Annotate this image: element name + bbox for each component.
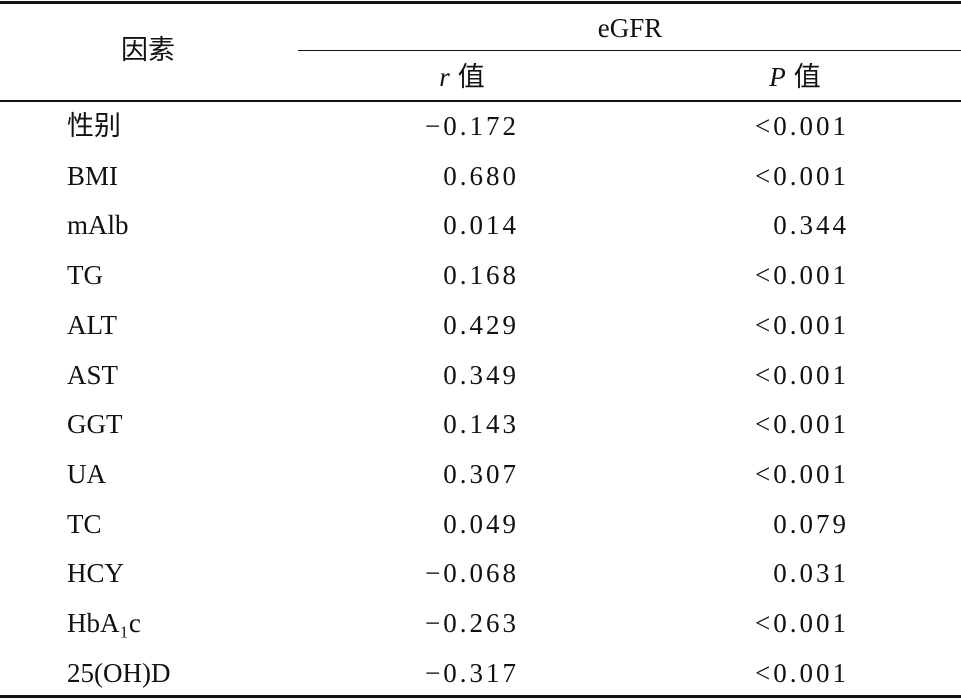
group-header: eGFR [597, 13, 663, 43]
p-value-cell: 0.031 [773, 558, 849, 589]
p-value-cell: <0.001 [755, 160, 849, 191]
r-value-cell: 0.429 [443, 309, 519, 340]
header-rule [0, 100, 961, 102]
group-rule [298, 50, 961, 51]
r-value-cell: 0.014 [443, 210, 519, 241]
factor-cell: TC [67, 508, 102, 539]
r-value-cell: 0.680 [443, 160, 519, 191]
factor-cell: AST [67, 359, 119, 390]
r-value-cell: 0.168 [443, 260, 519, 291]
top-rule [0, 1, 961, 4]
factor-cell: 25(OH)D [67, 657, 171, 688]
factor-cell: HCY [67, 558, 125, 589]
factor-cell: UA [67, 458, 106, 489]
r-value-cell: −0.263 [425, 608, 519, 638]
symbol: r [439, 62, 450, 92]
factor-cell: mAlb [67, 210, 129, 241]
r-value-cell: 0.349 [443, 359, 519, 390]
p-value-cell: <0.001 [755, 111, 849, 141]
r-value-cell: 0.143 [443, 409, 519, 440]
p-value-cell: 0.344 [773, 210, 849, 241]
p-value-cell: <0.001 [755, 260, 849, 291]
r-value-cell: −0.317 [425, 657, 519, 688]
factor-header: 因素 [121, 35, 175, 65]
factor-cell: BMI [67, 160, 119, 191]
r-value-cell: 0.307 [443, 458, 519, 489]
label: 值 [793, 62, 821, 92]
factor-cell: 性别 [67, 111, 121, 141]
r-value-cell: −0.172 [425, 111, 519, 141]
bottom-rule [0, 695, 961, 698]
r-value-cell: 0.049 [443, 508, 519, 539]
symbol: P [769, 62, 786, 92]
factor-cell: ALT [67, 309, 118, 340]
factor-cell: HbA₁c [67, 608, 141, 638]
p-value-cell: <0.001 [755, 309, 849, 340]
factor-cell: TG [67, 260, 103, 291]
factor-cell: GGT [67, 409, 123, 440]
p-value-cell: <0.001 [755, 458, 849, 489]
label: 值 [457, 62, 485, 92]
p-value-cell: 0.079 [773, 508, 849, 539]
p-value-cell: <0.001 [755, 608, 849, 638]
p-value-cell: <0.001 [755, 359, 849, 390]
p-value-cell: <0.001 [755, 657, 849, 688]
p-value-cell: <0.001 [755, 409, 849, 440]
r-value-cell: −0.068 [425, 558, 519, 589]
